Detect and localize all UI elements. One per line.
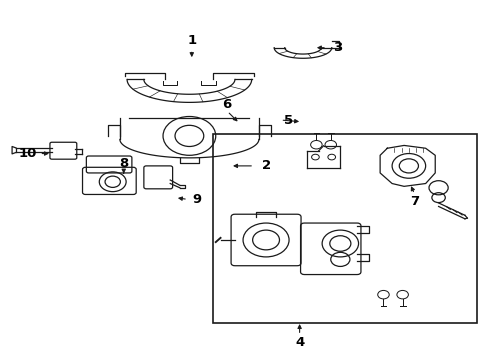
Text: 1: 1 — [187, 34, 196, 47]
Text: 9: 9 — [192, 193, 201, 206]
Text: 7: 7 — [409, 195, 418, 208]
Bar — [213, 134, 476, 323]
Text: 8: 8 — [119, 157, 128, 170]
Text: 5: 5 — [284, 113, 292, 126]
Text: 4: 4 — [294, 336, 304, 349]
Text: 2: 2 — [261, 159, 270, 172]
Text: 6: 6 — [222, 98, 231, 111]
Text: 3: 3 — [333, 41, 342, 54]
Text: 10: 10 — [19, 147, 37, 160]
